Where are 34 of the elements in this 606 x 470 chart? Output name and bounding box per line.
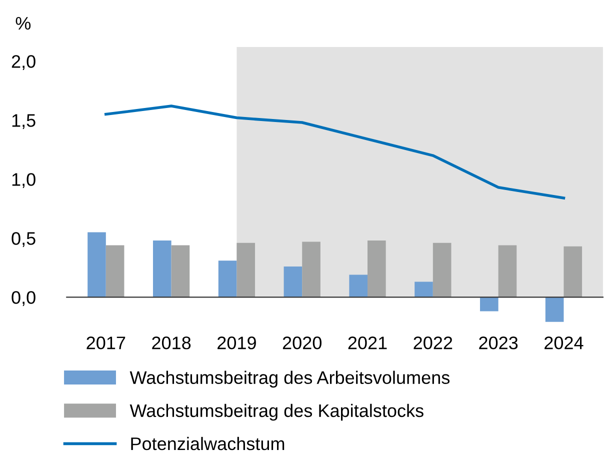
bar (171, 245, 190, 298)
bar (284, 266, 302, 298)
bar (414, 282, 433, 298)
y-tick-label: 1,0 (12, 173, 36, 188)
legend-label: Wachstumsbeitrag des Arbeitsvolumens (130, 370, 450, 388)
bar (106, 245, 124, 298)
bar (349, 274, 368, 298)
legend-label: Potenzialwachstum (131, 436, 284, 450)
bar (480, 297, 498, 312)
x-tick-label: 2017 (86, 336, 126, 350)
bar (218, 260, 237, 298)
bar (545, 297, 564, 322)
y-axis-title: % (16, 17, 31, 30)
y-tick-label: 1,5 (12, 114, 36, 130)
line-series (104, 104, 566, 200)
x-tick-label: 2021 (348, 336, 387, 350)
bar (88, 232, 106, 298)
x-tick-label: 2024 (544, 336, 584, 350)
y-tick-label: 2,0 (12, 55, 36, 70)
y-tick-label: 0,5 (12, 232, 36, 248)
bar (564, 246, 582, 298)
bar (152, 240, 172, 298)
bar (368, 240, 386, 298)
legend-label: Wachstumsbeitrag des Kapitalstocks (130, 404, 424, 421)
x-tick-label: 2020 (282, 336, 322, 350)
x-tick-label: 2019 (218, 336, 256, 350)
y-tick-label: 0,0 (12, 291, 36, 306)
x-tick-label: 2022 (414, 336, 452, 350)
bar (432, 242, 452, 298)
x-tick-label: 2023 (479, 336, 518, 350)
bar (302, 242, 320, 298)
bar (236, 242, 256, 298)
bar (498, 245, 517, 298)
x-tick-label: 2018 (152, 336, 191, 350)
